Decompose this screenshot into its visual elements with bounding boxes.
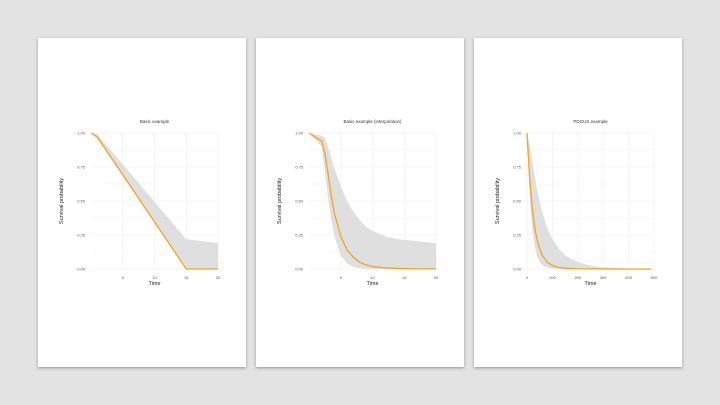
y-tick-label: 0.00: [77, 266, 86, 271]
x-tick-label: 0: [526, 275, 529, 280]
confidence-band: [91, 133, 218, 269]
y-tick-label: 0.50: [77, 198, 86, 203]
y-tick-label: 0.75: [77, 164, 86, 169]
survival-chart: 0.00 0.25 0.50 0.75 1.00 5 10 15 20 Basic example…: [59, 119, 221, 287]
x-tick-label: 15: [184, 275, 189, 280]
survival-curve: [308, 132, 436, 270]
y-tick-label: 0.75: [295, 164, 304, 169]
chart-page-1: 0.00 0.25 0.50 0.75 1.00 5 10 15 20 Basic example…: [38, 38, 246, 367]
y-tick-label: 0.25: [513, 232, 522, 237]
x-axis-label: Time: [366, 281, 378, 287]
y-tick-label: 0.75: [513, 164, 522, 169]
y-axis-label: Survival probability: [495, 178, 501, 224]
chart-title: Basic example: [140, 119, 170, 124]
x-tick-label: 5: [340, 275, 343, 280]
y-axis-label: Survival probability: [59, 178, 65, 224]
x-tick-label: 500: [651, 275, 658, 280]
x-tick-label: 400: [625, 275, 632, 280]
y-tick-label: 0.00: [513, 266, 522, 271]
confidence-band: [527, 133, 652, 269]
x-tick-label: 10: [370, 275, 375, 280]
y-tick-label: 0.50: [513, 198, 522, 203]
y-tick-label: 1.00: [295, 130, 304, 135]
x-axis-label: Time: [148, 281, 160, 287]
x-tick-label: 300: [600, 275, 607, 280]
x-tick-label: 15: [402, 275, 407, 280]
y-tick-label: 0.50: [295, 198, 304, 203]
chart-page-2: 0.00 0.25 0.50 0.75 1.00 5 10 15 20 Basic example…: [256, 38, 464, 367]
survival-curve: [526, 132, 652, 270]
x-tick-label: 100: [549, 275, 556, 280]
y-tick-label: 1.00: [77, 130, 86, 135]
x-tick-label: 20: [216, 275, 221, 280]
x-tick-label: 5: [122, 275, 125, 280]
y-tick-label: 0.25: [295, 232, 304, 237]
y-tick-label: 0.00: [295, 266, 304, 271]
x-tick-label: 10: [152, 275, 157, 280]
y-axis-label: Survival probability: [277, 178, 283, 224]
x-axis-label: Time: [584, 281, 596, 287]
x-tick-label: 20: [434, 275, 439, 280]
survival-curve: [90, 132, 218, 270]
survival-chart: 0.00 0.25 0.50 0.75 1.00 5 10 15 20 Basic example…: [277, 119, 439, 287]
chart-title: PDGUS example: [573, 119, 608, 124]
y-tick-label: 1.00: [513, 130, 522, 135]
survival-chart: 0.00 0.25 0.50 0.75 1.00 0 100 200 300 400 500 PDGU…: [495, 119, 658, 287]
chart-title: Basic example (interpolation): [343, 119, 402, 124]
chart-page-3: 0.00 0.25 0.50 0.75 1.00 0 100 200 300 400 500 PDGU…: [474, 38, 682, 367]
y-tick-label: 0.25: [77, 232, 86, 237]
x-tick-label: 200: [574, 275, 581, 280]
